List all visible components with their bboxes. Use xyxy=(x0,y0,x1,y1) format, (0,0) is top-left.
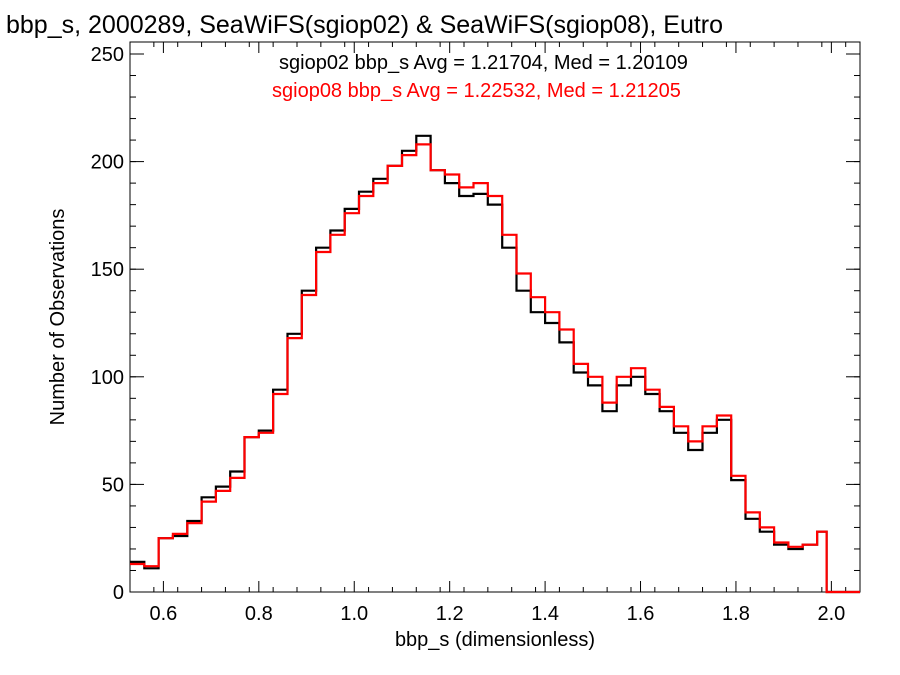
y-tick-label: 150 xyxy=(91,259,124,281)
y-tick-label: 100 xyxy=(91,367,124,389)
x-axis-label: bbp_s (dimensionless) xyxy=(395,629,595,651)
y-tick-label: 200 xyxy=(91,152,124,174)
series-line-sgiop08 xyxy=(130,143,860,594)
x-tick-label: 0.8 xyxy=(245,603,273,625)
y-tick-label: 250 xyxy=(91,44,124,66)
x-tick-label: 1.6 xyxy=(627,603,655,625)
x-tick-label: 1.2 xyxy=(436,603,464,625)
x-tick-label: 1.4 xyxy=(531,603,559,625)
chart-title: bbp_s, 2000289, SeaWiFS(sgiop02) & SeaWi… xyxy=(6,11,723,39)
stats-annotation-sgiop02: sgiop02 bbp_s Avg = 1.21704, Med = 1.201… xyxy=(279,52,688,74)
y-tick-label: 0 xyxy=(113,582,124,604)
y-tick-label: 50 xyxy=(102,474,124,496)
series-layer xyxy=(130,134,860,594)
x-tick-label: 0.6 xyxy=(149,603,177,625)
stats-annotation-sgiop08: sgiop08 bbp_s Avg = 1.22532, Med = 1.212… xyxy=(272,80,681,102)
axis-ticks xyxy=(129,42,860,593)
y-axis-label: Number of Observations xyxy=(47,209,69,426)
series-line-sgiop02 xyxy=(130,134,860,594)
x-tick-label: 1.0 xyxy=(340,603,368,625)
tick-labels: 0.6 0.8 1.0 1.2 1.4 1.6 1.8 2.0 0 50 100 150 200 250 xyxy=(91,44,846,625)
x-tick-label: 1.8 xyxy=(722,603,750,625)
plot-frame xyxy=(129,41,861,593)
x-tick-label: 2.0 xyxy=(817,603,845,625)
